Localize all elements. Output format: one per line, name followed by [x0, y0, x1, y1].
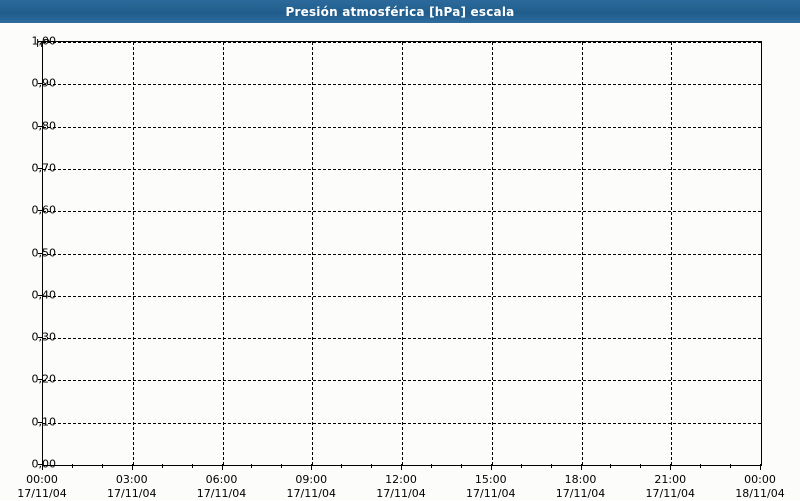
gridline-vertical: [312, 42, 314, 465]
x-axis-minor-tick: [610, 464, 612, 468]
y-axis-tick-label: 0,00: [31, 457, 57, 471]
x-axis-minor-tick: [161, 464, 163, 468]
x-axis-minor-tick: [101, 464, 103, 468]
x-axis-tick-label: 09:00 17/11/04: [266, 473, 356, 501]
gridline-vertical: [222, 42, 224, 465]
x-axis-minor-tick: [341, 464, 343, 468]
x-axis-tick-time: 12:00: [385, 473, 417, 486]
y-axis-tick-label: 0,50: [31, 246, 57, 259]
x-axis-tick-mark: [670, 464, 672, 470]
y-axis-tick-mark: [38, 125, 42, 127]
y-axis-tick-mark: [38, 421, 42, 423]
y-axis-tick-mark: [38, 337, 42, 339]
x-axis-tick-label: 21:00 17/11/04: [625, 473, 715, 501]
gridline-vertical: [581, 42, 583, 465]
x-axis-minor-tick: [430, 464, 432, 468]
y-axis-tick-mark: [38, 252, 42, 254]
y-axis-tick-mark: [38, 464, 42, 465]
x-axis-minor-tick: [460, 464, 462, 468]
window-titlebar: Presión atmosférica [hPa] escala: [0, 0, 800, 23]
x-axis-tick-date: 17/11/04: [196, 487, 247, 500]
y-axis-tick-mark: [38, 167, 42, 169]
y-axis-tick-mark: [38, 83, 42, 85]
x-axis-minor-tick: [730, 464, 732, 468]
y-axis-tick-label: 1,00: [31, 34, 57, 48]
x-axis-tick-mark: [42, 464, 43, 470]
gridline-vertical: [671, 42, 673, 465]
x-axis-minor-tick: [251, 464, 253, 468]
x-axis-tick-label: 00:00 17/11/04: [0, 473, 87, 501]
y-axis-tick-label: 0,40: [31, 288, 57, 302]
plot-area: [42, 41, 762, 466]
x-axis-tick-time: 21:00: [654, 473, 687, 486]
x-axis-tick-date: 17/11/04: [286, 487, 336, 500]
x-axis-tick-time: 15:00: [474, 473, 507, 486]
x-axis-tick-label: 18:00 17/11/04: [536, 473, 626, 501]
x-axis-tick-mark: [490, 464, 492, 470]
y-axis-tick-label: 0,20: [31, 372, 57, 386]
y-axis-tick-label: 0,70: [31, 161, 57, 175]
y-axis-tick-label: 0,30: [31, 330, 57, 344]
x-axis-tick-date: 17/11/04: [376, 487, 426, 500]
y-axis-tick-label: 0,60: [31, 203, 57, 217]
x-axis-minor-tick: [640, 464, 642, 468]
x-axis-tick-date: 17/11/04: [645, 487, 695, 500]
y-axis-tick-mark: [38, 379, 42, 381]
x-axis-minor-tick: [700, 464, 702, 468]
x-axis-minor-tick: [281, 464, 283, 468]
y-axis-tick-mark: [38, 41, 42, 42]
gridline-horizontal: [43, 465, 761, 466]
gridline-vertical: [402, 42, 403, 465]
x-axis-minor-tick: [191, 464, 193, 468]
y-axis-tick-mark: [38, 294, 42, 296]
x-axis-tick-mark: [131, 464, 133, 470]
y-axis-tick-mark: [38, 210, 42, 212]
x-axis-tick-date: 17/11/04: [466, 487, 516, 500]
x-axis-tick-mark: [401, 464, 402, 470]
x-axis-tick-mark: [760, 464, 761, 470]
x-axis-minor-tick: [371, 464, 373, 468]
y-axis-tick-label: 0,80: [31, 119, 57, 133]
x-axis-minor-tick: [71, 464, 73, 468]
x-axis-tick-time: 09:00: [295, 473, 328, 486]
x-axis-tick-label: 03:00 17/11/04: [87, 473, 177, 501]
x-axis-tick-label: 00:00 18/11/04: [715, 473, 800, 501]
y-axis-tick-label: 0,90: [31, 76, 57, 90]
x-axis-tick-time: 18:00: [564, 473, 597, 486]
x-axis-tick-date: 17/11/04: [555, 487, 606, 500]
gridline-vertical: [491, 42, 493, 465]
x-axis-minor-tick: [520, 464, 522, 468]
x-axis-tick-mark: [580, 464, 582, 470]
x-axis-tick-time: 00:00: [26, 473, 58, 486]
x-axis-tick-date: 17/11/04: [17, 487, 67, 500]
y-axis-tick-label: 0,10: [31, 415, 57, 429]
page-title: Presión atmosférica [hPa] escala: [285, 4, 515, 19]
x-axis-tick-date: 17/11/04: [107, 487, 157, 500]
x-axis-tick-time: 00:00: [744, 473, 776, 486]
x-axis-tick-time: 03:00: [115, 473, 148, 486]
x-axis-tick-label: 12:00 17/11/04: [356, 473, 446, 501]
x-axis-tick-mark: [221, 464, 223, 470]
gridline-vertical: [132, 42, 134, 465]
x-axis-tick-label: 06:00 17/11/04: [177, 473, 267, 501]
x-axis-tick-time: 06:00: [205, 473, 238, 486]
x-axis-tick-label: 15:00 17/11/04: [446, 473, 536, 501]
x-axis-tick-date: 18/11/04: [735, 487, 785, 500]
x-axis-tick-mark: [311, 464, 313, 470]
chart-canvas: hPa 1,000,900,800,700,600,500,400,300,20…: [0, 23, 800, 500]
x-axis-minor-tick: [550, 464, 552, 468]
